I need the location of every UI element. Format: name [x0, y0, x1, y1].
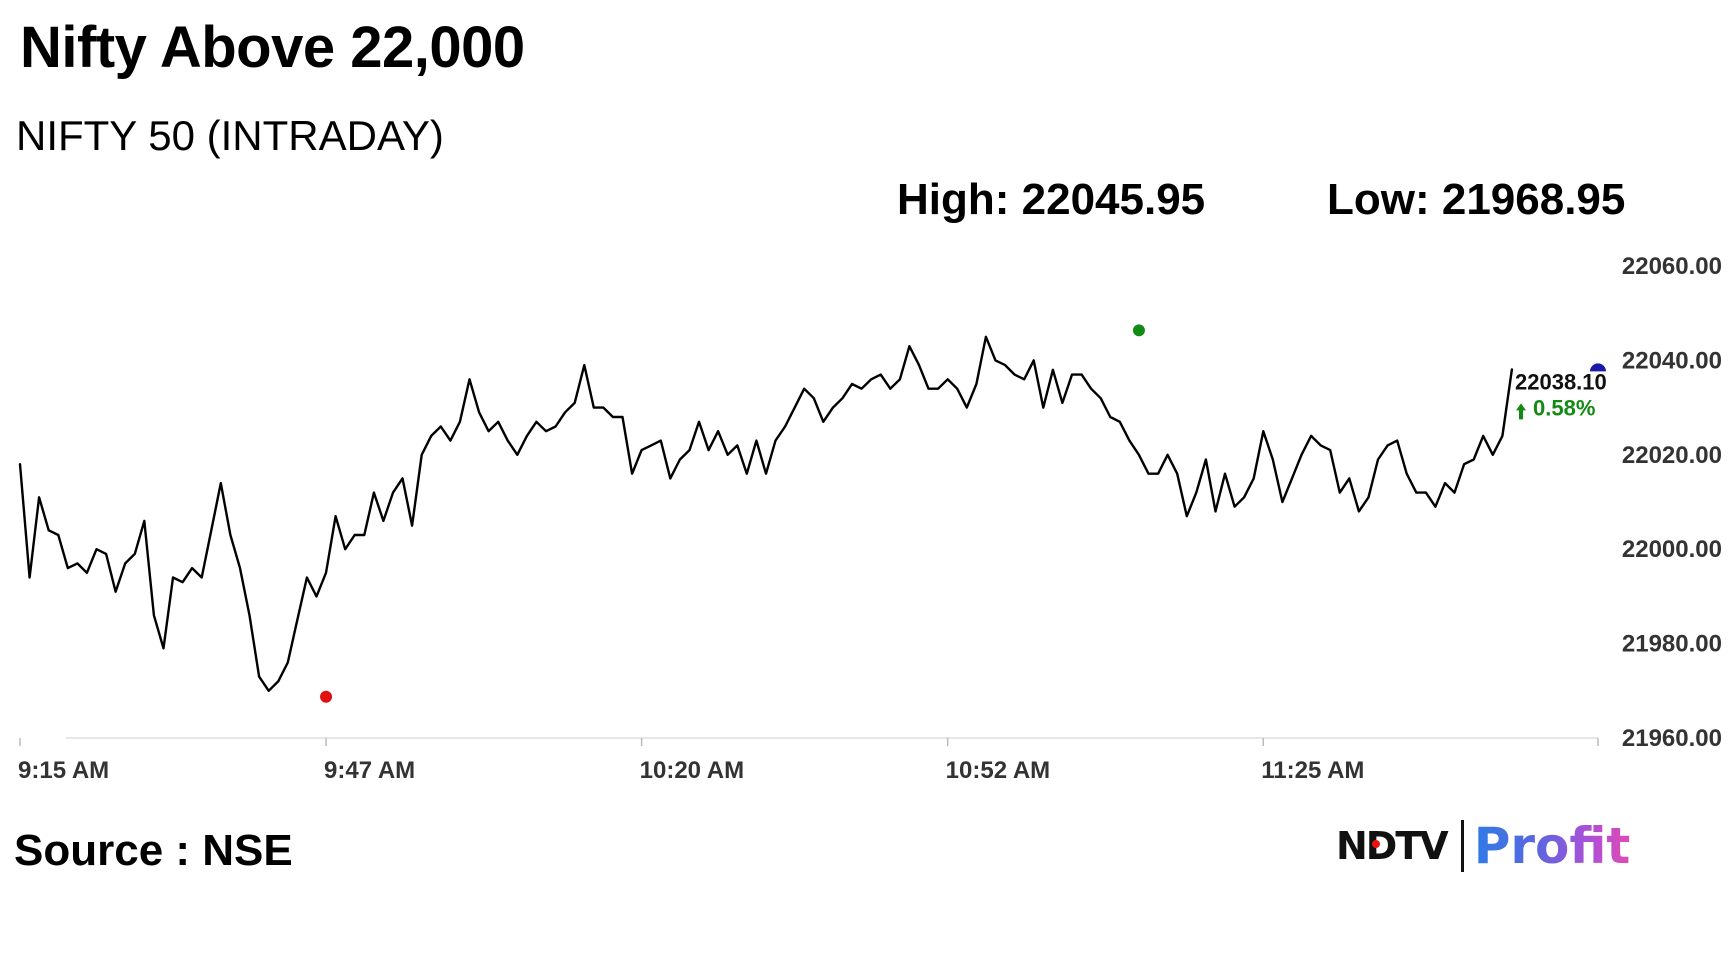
source-label: Source : NSE — [14, 826, 293, 875]
logo-separator — [1460, 820, 1464, 872]
change-percent-label: 0.58% — [1533, 395, 1595, 420]
current-value-label: 22038.10 — [1515, 369, 1607, 394]
y-tick-label: 21960.00 — [1622, 725, 1722, 752]
chart-subtitle: NIFTY 50 (INTRADAY) — [16, 112, 444, 159]
headline: Nifty Above 22,000 — [20, 15, 525, 80]
current-marker — [1590, 363, 1606, 372]
low-marker — [320, 690, 333, 703]
price-line — [18, 335, 1514, 692]
x-tick-label: 10:20 AM — [640, 757, 744, 784]
logo-profit-text: Profit — [1473, 817, 1631, 875]
y-tick-label: 22060.00 — [1622, 253, 1722, 280]
logo-ndtv-text: NDTV — [1336, 824, 1449, 868]
x-tick-label: 11:25 AM — [1261, 757, 1364, 784]
y-tick-label: 22000.00 — [1622, 536, 1722, 563]
y-tick-label: 22020.00 — [1622, 442, 1722, 469]
low-value: Low: 21968.95 — [1327, 175, 1626, 224]
x-tick-label: 9:15 AM — [18, 757, 109, 784]
logo-red-dot-icon — [1372, 840, 1380, 848]
y-tick-label: 21980.00 — [1622, 631, 1722, 658]
x-tick-label: 10:52 AM — [946, 757, 1050, 784]
x-tick-label: 9:47 AM — [324, 757, 415, 784]
y-tick-label: 22040.00 — [1622, 347, 1722, 374]
high-marker — [1132, 324, 1145, 337]
up-arrow-icon — [1516, 403, 1526, 420]
high-value: High: 22045.95 — [897, 175, 1206, 224]
intraday-line-chart: 22060.00 22040.00 22020.00 22000.00 21980.00… — [18, 253, 1722, 784]
ndtv-profit-logo: NDTV Profit — [1336, 817, 1631, 875]
